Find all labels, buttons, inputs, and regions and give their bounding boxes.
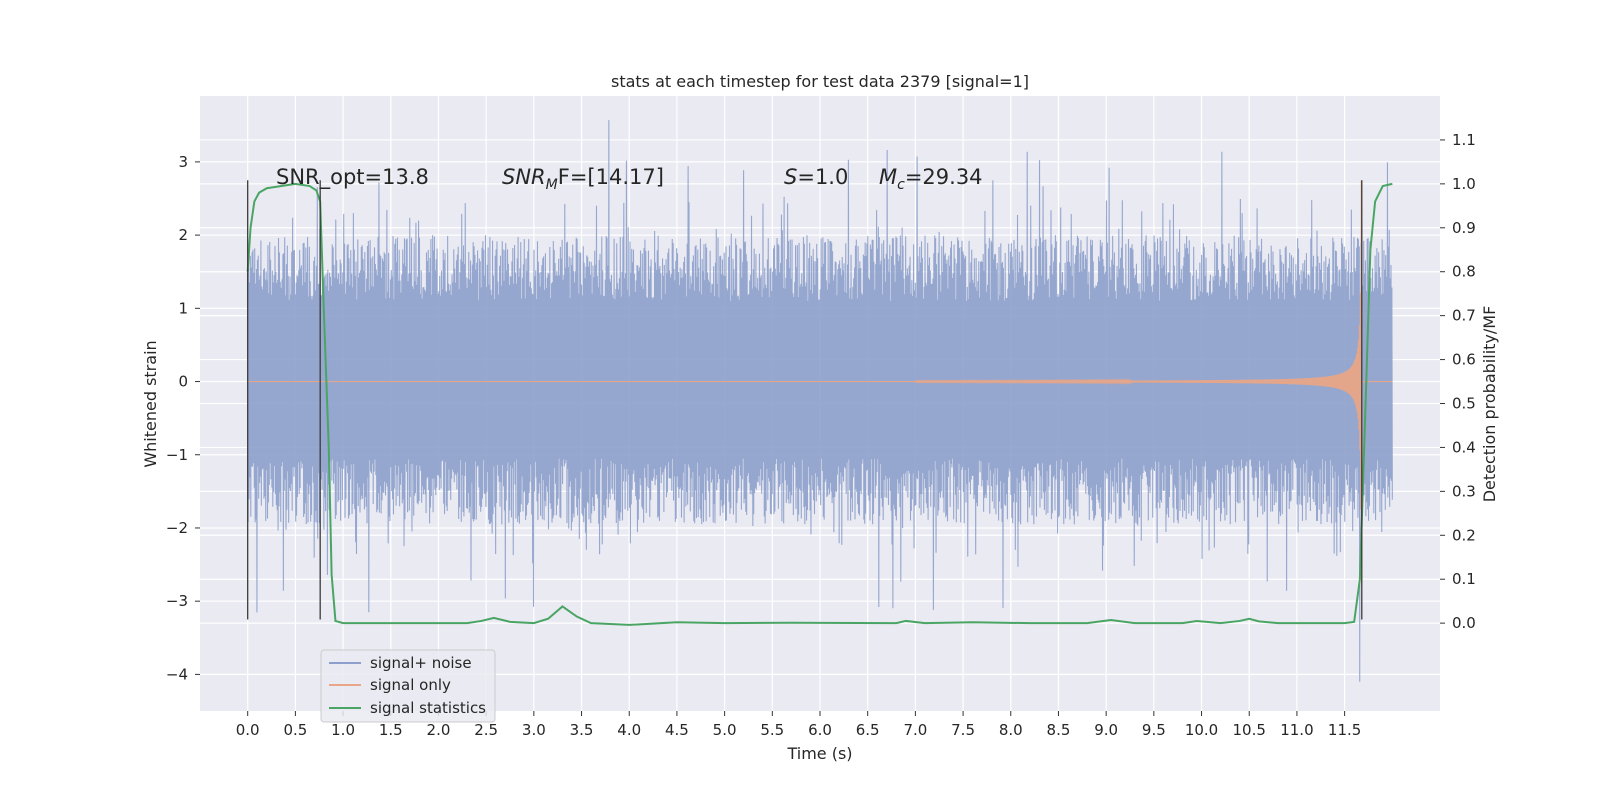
- annotation-s: S=1.0: [784, 165, 848, 189]
- annotation-snr-mf-rest: F=[14.17]: [558, 165, 664, 189]
- x-tick-label: 2.5: [474, 721, 498, 739]
- annotation-snr-mf-main: SNR: [502, 165, 546, 189]
- x-tick-label: 11.5: [1328, 721, 1361, 739]
- y-right-tick-label: 0.3: [1452, 482, 1476, 500]
- y-right-tick-label: 0.0: [1452, 614, 1476, 632]
- x-tick-label: 3.5: [570, 721, 594, 739]
- x-tick-label: 4.0: [617, 721, 641, 739]
- x-tick-label: 11.0: [1280, 721, 1313, 739]
- legend-label-signal-plus-noise: signal+ noise: [370, 654, 472, 672]
- y-right-tick-label: 1.0: [1452, 175, 1476, 193]
- annotation-mc: Mc=29.34: [879, 165, 983, 193]
- y-left-tick-label: −3: [166, 592, 188, 610]
- x-tick-label: 1.0: [331, 721, 355, 739]
- y-left-tick-label: 3: [178, 153, 188, 171]
- annotation-mc-sub: c: [897, 177, 905, 193]
- x-tick-label: 4.5: [665, 721, 689, 739]
- y-right-tick-label: 0.5: [1452, 395, 1476, 413]
- y-right-tick-label: 0.1: [1452, 570, 1476, 588]
- x-tick-label: 0.5: [283, 721, 307, 739]
- y-right-tick-label: 0.7: [1452, 307, 1476, 325]
- series-signal-plus-noise: [247, 120, 1393, 682]
- series-signal-only: [247, 180, 1393, 583]
- x-tick-label: 3.0: [522, 721, 546, 739]
- annotation-mc-rest: =29.34: [905, 165, 983, 189]
- x-axis-label: Time (s): [786, 744, 852, 763]
- x-tick-label: 7.5: [951, 721, 975, 739]
- y-left-tick-label: −4: [166, 665, 188, 683]
- y-left-axis-label: Whitened strain: [141, 340, 160, 467]
- vertical-markers: [247, 180, 1363, 620]
- y-right-tick-label: 0.4: [1452, 438, 1476, 456]
- x-tick-label: 10.5: [1233, 721, 1266, 739]
- x-tick-label: 9.5: [1142, 721, 1166, 739]
- legend-label-signal-statistics: signal statistics: [370, 699, 486, 717]
- y-left-tick-label: −2: [166, 519, 188, 537]
- x-tick-label: 8.0: [999, 721, 1023, 739]
- x-tick-label: 6.5: [856, 721, 880, 739]
- y-left-tick-label: 0: [178, 373, 188, 391]
- y-right-tick-label: 0.6: [1452, 351, 1476, 369]
- legend: signal+ noise signal only signal statist…: [320, 649, 496, 723]
- legend-box: [320, 649, 496, 723]
- y-left-axis-ticks: 3 2 1 0 −1 −2 −3 −4: [166, 153, 200, 683]
- annotation-mc-var: M: [879, 165, 897, 189]
- y-right-tick-label: 0.8: [1452, 263, 1476, 281]
- legend-label-signal-only: signal only: [370, 676, 451, 694]
- x-tick-label: 7.0: [903, 721, 927, 739]
- y-right-axis-ticks: 1.1 1.0 0.9 0.8 0.7 0.6 0.5 0.4 0.3 0.2 0.1 0.0: [1440, 131, 1476, 632]
- annotation-snr-mf: SNRMF=[14.17]: [502, 165, 664, 193]
- x-tick-label: 10.0: [1185, 721, 1218, 739]
- x-tick-label: 0.0: [236, 721, 260, 739]
- x-tick-label: 1.5: [379, 721, 403, 739]
- y-right-tick-label: 0.9: [1452, 219, 1476, 237]
- x-tick-label: 6.0: [808, 721, 832, 739]
- annotation-snr-mf-sub: M: [546, 177, 558, 193]
- y-right-tick-label: 0.2: [1452, 526, 1476, 544]
- y-right-tick-label: 1.1: [1452, 131, 1476, 149]
- x-tick-label: 5.5: [760, 721, 784, 739]
- x-tick-label: 8.5: [1047, 721, 1071, 739]
- y-left-tick-label: 1: [178, 299, 188, 317]
- line-signal-only: [247, 180, 1393, 583]
- annotation-snr-opt: SNR_opt=13.8: [276, 165, 429, 190]
- annotation-s-var: S: [784, 165, 797, 189]
- line-signal-plus-noise: [247, 120, 1393, 682]
- x-tick-label: 9.0: [1094, 721, 1118, 739]
- y-left-tick-label: −1: [166, 446, 188, 464]
- x-tick-label: 5.0: [713, 721, 737, 739]
- y-right-axis-label: Detection probability/MF: [1480, 306, 1499, 503]
- annotation-s-rest: =1.0: [797, 165, 848, 189]
- x-tick-label: 2.0: [427, 721, 451, 739]
- x-axis-ticks: 0.0 0.5 1.0 1.5 2.0 2.5 3.0 3.5 4.0 4.5 5.0 5.5 6.0 6…: [236, 711, 1361, 739]
- chart-title: stats at each timestep for test data 237…: [611, 72, 1029, 91]
- y-left-tick-label: 2: [178, 226, 188, 244]
